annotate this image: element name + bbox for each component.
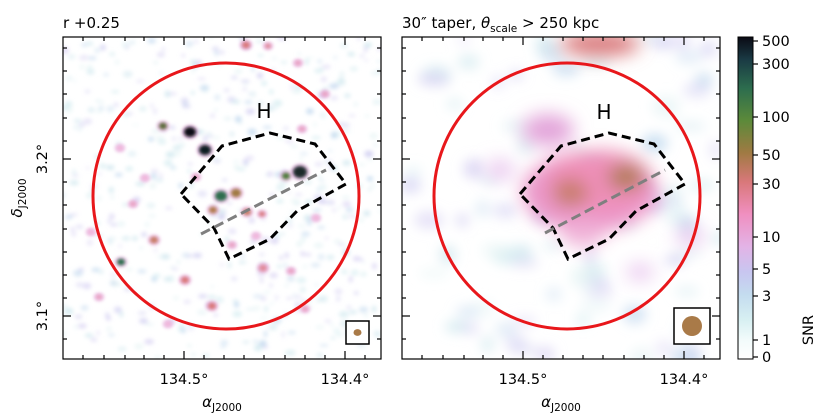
right-emission: [486, 37, 704, 280]
right-cluster-circle: [432, 61, 702, 331]
colorbar-label: SNR: [801, 315, 817, 345]
colorbar-tick-label: 5: [762, 262, 771, 278]
colorbar-tick-label: 1: [762, 333, 771, 349]
left-halo-polygon: [178, 131, 349, 262]
colorbar-tick-label: 0: [762, 350, 771, 366]
left-axis-line: [200, 168, 327, 236]
colorbar-tick-label: 500: [762, 34, 790, 50]
left-region-label: H: [256, 99, 271, 123]
colorbar-tick-label: 100: [762, 110, 790, 126]
left-panel: H r +0.25 134.5° 134.4° 3.2° 3.1° αJ2000…: [8, 14, 382, 414]
right-title: 30″ taper, θscale > 250 kpc: [402, 14, 599, 35]
right-xtick-label-0: 134.5°: [499, 372, 548, 388]
left-ylabel: δJ2000: [8, 178, 29, 217]
right-ticks: [402, 37, 720, 359]
left-ytick-label-1: 3.1°: [35, 301, 51, 331]
colorbar: 500 300 100 50 30 10 5 3 10 SNR: [737, 34, 817, 366]
right-axis-line: [544, 168, 666, 235]
left-ticks: [63, 37, 381, 359]
colorbar-tick-label: 300: [762, 57, 790, 73]
colorbar-ticks: 500 300 100 50 30 10 5 3 10: [753, 34, 790, 366]
colorbar-tick-label: 30: [762, 177, 780, 193]
left-beam: [353, 329, 362, 336]
left-title: r +0.25: [63, 14, 120, 32]
colorbar-tick-label: 3: [762, 289, 771, 305]
colorbar-tick-label: 50: [762, 148, 780, 164]
colorbar-tick-label: 10: [762, 230, 780, 246]
colorbar-gradient: [737, 36, 754, 360]
left-xtick-label-0: 134.5°: [160, 372, 209, 388]
left-xtick-label-1: 134.4°: [321, 372, 370, 388]
left-noise-background: [63, 37, 381, 359]
right-xlabel: αJ2000: [541, 393, 581, 414]
left-cluster-circle: [91, 61, 361, 331]
left-xlabel: αJ2000: [202, 393, 242, 414]
left-ytick-label-0: 3.2°: [35, 144, 51, 174]
right-xtick-label-1: 134.4°: [660, 372, 709, 388]
right-halo-polygon: [517, 131, 688, 262]
right-panel: H 30″ taper, θscale > 250 kpc 134.5° 134…: [401, 14, 721, 414]
right-region-label: H: [596, 100, 611, 124]
right-beam: [682, 316, 702, 336]
